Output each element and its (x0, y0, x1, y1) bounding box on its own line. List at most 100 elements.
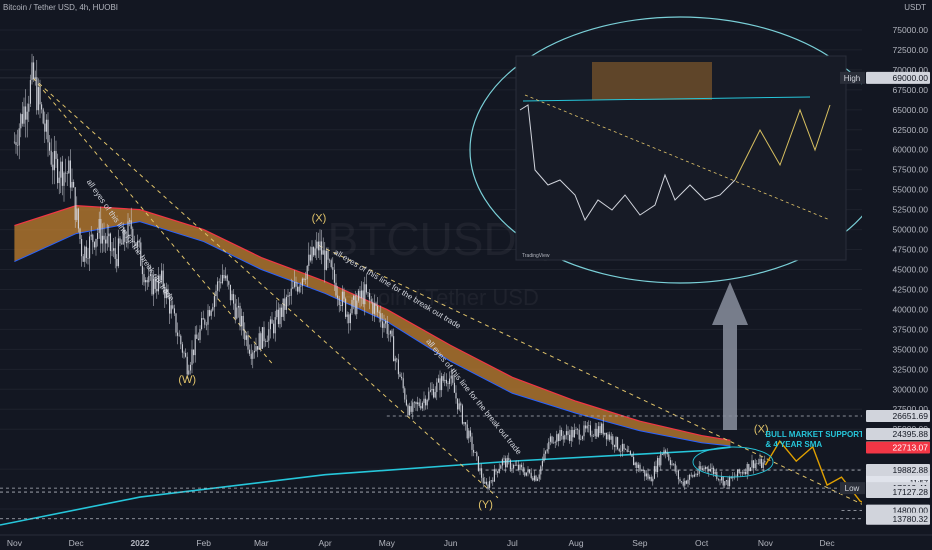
candle-body (565, 431, 567, 436)
candle-body (194, 334, 196, 356)
candle-body (61, 161, 63, 186)
candle-body (298, 286, 300, 292)
candle-body (458, 403, 460, 410)
candle-body (277, 309, 279, 325)
candle-body (31, 62, 33, 81)
candle-body (250, 353, 252, 359)
candle-body (317, 241, 319, 251)
candle-body (524, 472, 526, 476)
price-axis[interactable]: 15000.0020000.0025000.0027500.0030000.00… (840, 0, 932, 550)
time-axis[interactable]: Nov Dec 2022 Feb Mar Apr May Jun Jul Aug Sep Oct Nov… (0, 534, 932, 548)
candle-body (489, 481, 491, 488)
candle-body (551, 436, 553, 443)
candle-body (314, 248, 316, 256)
candle-body (55, 150, 57, 159)
candle-body (533, 475, 535, 481)
price-tick-label: 52500.00 (893, 205, 929, 215)
candle-body (756, 463, 758, 464)
candle-body (519, 464, 521, 470)
candle-body (265, 341, 267, 342)
candle-body (183, 352, 185, 354)
candle-body (529, 469, 531, 473)
candle-body (357, 290, 359, 301)
candle-body (50, 150, 52, 165)
candle-body (108, 233, 110, 237)
candle-body (581, 436, 583, 439)
candle-body (273, 323, 275, 334)
candle-body (745, 471, 747, 475)
candle-body (607, 434, 609, 440)
candle-body (719, 479, 721, 481)
candle-body (695, 474, 697, 476)
candle-body (143, 274, 145, 283)
candle-body (546, 449, 548, 452)
candle-body (434, 392, 436, 398)
candle-body (545, 451, 547, 454)
candle-body (202, 318, 204, 320)
candle-body (385, 321, 387, 324)
candle-body (631, 454, 633, 457)
candle-body (122, 229, 124, 245)
price-axis-bg (862, 0, 932, 550)
candle-body (269, 319, 271, 330)
candle-body (689, 474, 691, 480)
candle-body (271, 319, 273, 324)
candle-body (421, 402, 423, 409)
candle-body (97, 232, 99, 240)
candle-body (58, 177, 60, 184)
candle-body (604, 432, 606, 435)
candle-body (594, 428, 596, 437)
candle-body (106, 236, 108, 244)
candle-body (431, 388, 433, 391)
candle-body (484, 481, 486, 484)
candle-body (301, 278, 303, 286)
candle-body (570, 430, 572, 441)
time-tick-label: Oct (695, 538, 709, 548)
candle-body (650, 476, 652, 482)
candle-body (455, 392, 457, 399)
candle-body (418, 402, 420, 407)
candle-body (45, 119, 47, 132)
inset-trend (524, 94, 831, 221)
candle-body (663, 450, 665, 455)
candle-body (348, 314, 350, 324)
candle-body (460, 403, 462, 406)
candle-body (165, 288, 167, 299)
candle-body (236, 307, 238, 319)
candle-body (457, 398, 459, 410)
candle-body (373, 303, 375, 314)
candle-body (757, 463, 759, 465)
candle-body (610, 436, 612, 440)
candle-body (525, 472, 527, 476)
candle-body (615, 437, 617, 447)
candle-body (100, 219, 102, 244)
candle-body (345, 298, 347, 317)
candle-body (625, 449, 627, 450)
candle-body (233, 294, 235, 304)
trendline (32, 77, 499, 499)
candle-body (172, 305, 174, 309)
candle-body (297, 286, 299, 292)
candle-body (701, 468, 703, 470)
candle-body (159, 275, 161, 281)
candle-body (41, 104, 43, 110)
time-tick-label: Apr (318, 538, 331, 548)
candle-body (697, 473, 699, 476)
candle-body (761, 459, 763, 468)
price-tick-label: 72500.00 (893, 45, 929, 55)
candle-body (493, 469, 495, 482)
candle-body (245, 335, 247, 340)
inset-sma (522, 96, 811, 102)
wave-label: (W) (178, 374, 196, 386)
candle-body (482, 477, 484, 484)
candle-body (229, 284, 231, 301)
candle-body (429, 390, 431, 392)
candle-body (666, 452, 668, 455)
candle-body (129, 220, 131, 222)
candle-body (234, 303, 236, 319)
candle-body (492, 480, 494, 482)
time-tick-label: 2022 (130, 538, 149, 548)
candle-body (231, 294, 233, 301)
candle-body (164, 287, 166, 299)
